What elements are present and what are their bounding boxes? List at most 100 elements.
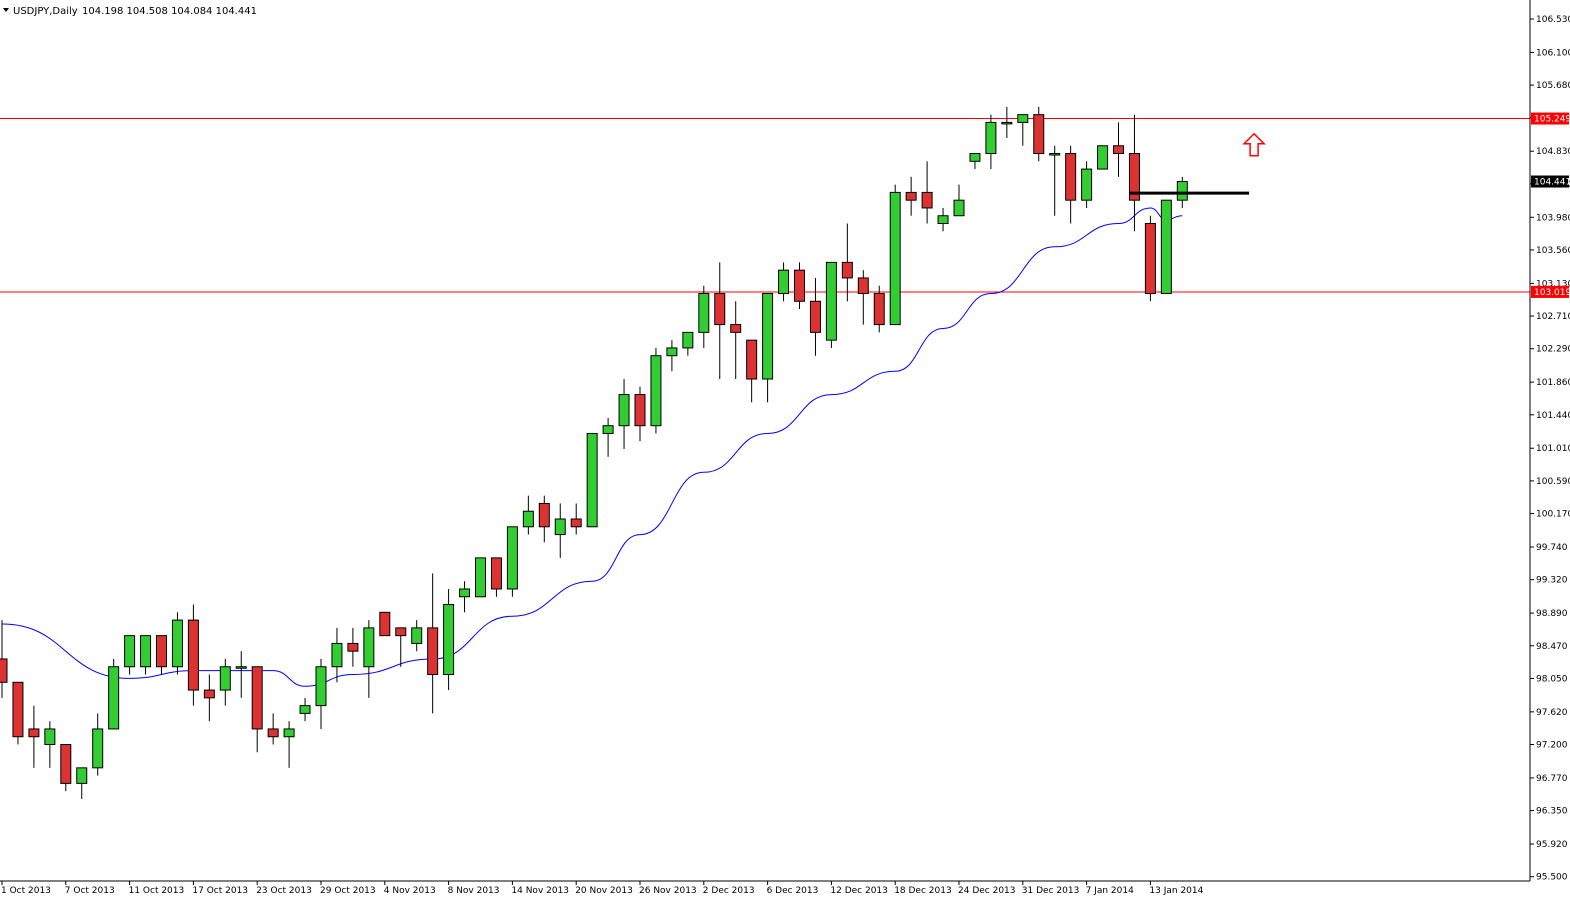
bull-candle-body	[937, 215, 949, 225]
candle	[411, 620, 423, 652]
candles	[0, 106, 1188, 799]
y-tick-label: 101.440	[1536, 411, 1570, 421]
candle	[522, 495, 534, 535]
time-axis: 1 Oct 2013 7 Oct 2013 11 Oct 2013 17 Oct 20…	[1, 881, 1204, 896]
candle	[809, 277, 821, 356]
bull-candle-body	[108, 666, 120, 730]
bull-candle-body	[76, 767, 88, 784]
candle	[363, 620, 375, 698]
bear-candle-body	[379, 611, 391, 637]
bear-candle-body	[347, 642, 359, 652]
x-tick-label: 17 Oct 2013	[192, 886, 248, 896]
bull-candle-body	[698, 292, 710, 333]
bear-candle-body	[905, 191, 917, 201]
x-tick-label: 1 Oct 2013	[1, 886, 51, 896]
candle	[634, 386, 646, 442]
x-tick-label: 6 Dec 2013	[767, 886, 819, 896]
bull-candle-body	[889, 191, 901, 326]
bear-candle-body	[1033, 114, 1045, 155]
y-tick-label: 100.170	[1536, 510, 1570, 520]
y-tick-label: 100.590	[1536, 477, 1570, 487]
x-tick-label: 31 Dec 2013	[1022, 886, 1080, 896]
bear-candle-body	[490, 557, 502, 590]
candle	[283, 721, 295, 768]
bear-candle-body	[395, 627, 407, 637]
candle	[825, 261, 837, 348]
level-price-box	[1531, 112, 1569, 125]
candle	[570, 503, 582, 535]
bull-candle-body	[618, 394, 630, 427]
bull-candle-body	[650, 355, 662, 427]
annotations	[1129, 132, 1266, 195]
candle	[506, 526, 518, 597]
candle	[969, 153, 981, 170]
x-tick-label: 23 Oct 2013	[256, 886, 312, 896]
bull-candle-body	[1049, 153, 1061, 156]
bear-candle-body	[570, 518, 582, 528]
bear-candle-body	[538, 502, 550, 528]
bear-candle-body	[730, 324, 742, 333]
dropdown-triangle-icon[interactable]	[3, 8, 9, 12]
y-tick-label: 101.010	[1536, 444, 1570, 454]
bull-candle-body	[331, 642, 343, 668]
candle	[937, 207, 949, 232]
candle	[762, 292, 774, 403]
level-price-label: 103.019	[1534, 288, 1570, 298]
candle	[0, 620, 8, 698]
bull-candle-body	[969, 153, 981, 162]
candle	[841, 223, 853, 302]
chart-header: USDJPY,Daily 104.198 104.508 104.084 104…	[3, 6, 257, 17]
candle	[331, 627, 343, 683]
candle	[60, 744, 72, 792]
candle	[746, 339, 758, 403]
y-tick-label: 101.860	[1536, 378, 1570, 388]
bear-candle-body	[841, 261, 853, 279]
candle	[187, 604, 199, 706]
y-tick-label: 99.320	[1536, 576, 1568, 586]
candle	[108, 658, 120, 730]
bull-candle-body	[985, 121, 997, 155]
symbol-label: USDJPY,Daily	[13, 6, 78, 17]
y-tick-label: 97.200	[1536, 741, 1568, 751]
bear-candle-body	[1113, 145, 1124, 155]
moving-average	[1, 207, 1183, 687]
up-arrow-icon	[1242, 132, 1266, 157]
candle	[251, 666, 263, 753]
bull-candle-body	[299, 705, 311, 714]
y-tick-label: 98.050	[1536, 674, 1568, 684]
candle	[602, 417, 614, 457]
y-tick-label: 104.830	[1536, 147, 1570, 157]
bull-candle-body	[459, 588, 471, 598]
candle	[857, 270, 869, 325]
candle	[1049, 145, 1061, 216]
bull-candle-body	[522, 510, 534, 528]
candle	[267, 713, 279, 745]
candle	[873, 285, 885, 333]
candle	[889, 184, 901, 326]
bull-candle-body	[953, 199, 965, 217]
candle	[475, 557, 486, 598]
candle	[1065, 145, 1077, 224]
x-tick-label: 4 Nov 2013	[384, 886, 436, 896]
candle	[666, 340, 678, 372]
x-tick-label: 14 Nov 2013	[511, 886, 569, 896]
y-tick-label: 96.770	[1536, 774, 1568, 784]
y-tick-label: 103.130	[1536, 279, 1570, 289]
bull-candle-body	[506, 526, 518, 590]
bear-candle-body	[1144, 223, 1156, 294]
bull-candle-body	[92, 728, 104, 769]
bear-candle-body	[267, 728, 279, 738]
bear-candle-body	[714, 292, 726, 326]
bear-candle-body	[873, 292, 885, 326]
bull-candle-body	[1176, 181, 1188, 201]
y-tick-label: 106.100	[1536, 48, 1570, 58]
candle	[778, 262, 790, 302]
candle	[1081, 161, 1093, 208]
candle	[730, 301, 742, 380]
candle	[554, 503, 566, 558]
y-tick-label: 103.560	[1536, 246, 1570, 256]
x-tick-label: 12 Dec 2013	[830, 886, 888, 896]
horizontal-levels	[0, 118, 1530, 293]
x-tick-label: 7 Jan 2014	[1086, 886, 1134, 896]
